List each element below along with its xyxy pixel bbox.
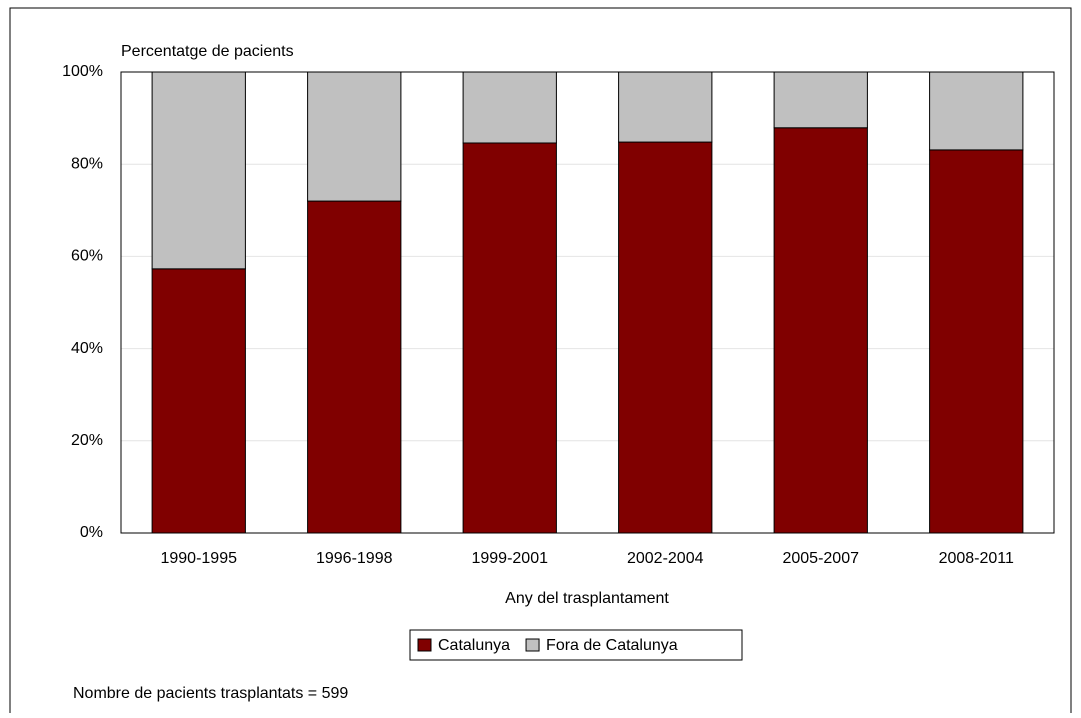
x-tick-label: 2005-2007 xyxy=(782,550,859,567)
y-tick-label: 80% xyxy=(71,155,103,172)
note: Nombre de pacients trasplantats = 599 xyxy=(73,685,348,702)
bar-segment xyxy=(618,141,713,534)
bar-segment xyxy=(462,142,557,534)
x-tick-label: 2008-2011 xyxy=(939,550,1014,567)
y-tick-label: 60% xyxy=(71,248,103,265)
y-tick-label: 20% xyxy=(71,432,103,449)
x-tick-label: 2002-2004 xyxy=(627,550,704,567)
y-tick-label: 40% xyxy=(71,340,103,357)
legend-label: Catalunya xyxy=(438,637,510,654)
y-axis-label: Percentatge de pacients xyxy=(121,43,294,60)
x-tick-label: 1990-1995 xyxy=(160,550,237,567)
y-tick-label: 100% xyxy=(62,63,103,80)
bar-segment xyxy=(151,71,246,270)
x-axis-label: Any del trasplantament xyxy=(505,590,669,607)
bar-segment xyxy=(307,71,402,202)
bar-segment xyxy=(773,127,868,534)
bar-segment xyxy=(618,71,713,143)
x-tick-label: 1999-2001 xyxy=(471,550,548,567)
bar-segment xyxy=(929,149,1024,534)
plot-frame xyxy=(120,71,1055,534)
legend-label: Fora de Catalunya xyxy=(546,637,678,654)
bar-segment xyxy=(462,71,557,144)
legend-swatch xyxy=(525,638,540,652)
x-tick-label: 1996-1998 xyxy=(316,550,393,567)
bar-segment xyxy=(929,71,1024,151)
bar-segment xyxy=(307,200,402,534)
legend-box xyxy=(409,629,743,661)
bar-segment xyxy=(151,268,246,534)
legend-swatch xyxy=(417,638,432,652)
bar-segment xyxy=(773,71,868,129)
y-tick-label: 0% xyxy=(80,524,103,541)
